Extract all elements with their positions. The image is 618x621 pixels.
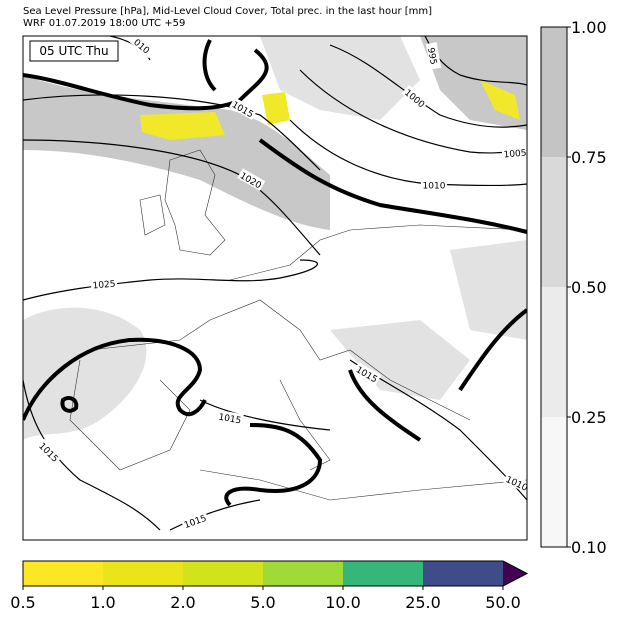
precip-area [140, 112, 225, 140]
colorbar-segment [423, 561, 503, 586]
tick-label: 0.25 [571, 408, 607, 427]
colorbar-segment [541, 27, 567, 157]
frontal-line [60, 396, 79, 413]
coastline [69, 149, 527, 501]
cloud-area [260, 36, 420, 120]
isobar [23, 139, 321, 256]
frontal-line [202, 39, 217, 92]
colorbar-segment [183, 561, 263, 586]
colorbar-segment [343, 561, 423, 586]
colorbar-extend [503, 561, 527, 586]
tick-label: 2.0 [170, 593, 195, 612]
colorbar-segment [103, 561, 183, 586]
tick-label: 10.0 [325, 593, 361, 612]
colorbar-segment [541, 417, 567, 547]
isobar-label-bg [216, 409, 244, 426]
map-frame [22, 35, 528, 541]
cloud-area [450, 240, 527, 340]
tick-label: 0.10 [571, 538, 607, 557]
frontal-line [23, 48, 269, 111]
isobar [169, 499, 261, 531]
isobar-label-bg [128, 36, 156, 59]
tick-label: 50.0 [485, 593, 521, 612]
frontal-line [224, 423, 323, 507]
tick-label: 1.0 [90, 593, 115, 612]
colorbar-frame [22, 560, 529, 587]
tick-label: 0.5 [10, 593, 35, 612]
isobar-label: 1015 [218, 413, 242, 427]
precip-area [262, 92, 290, 125]
isobar-label-bg [501, 145, 527, 160]
colorbar-segment [23, 561, 103, 586]
precip-colorbar: 0.5 1.0 2.0 5.0 10.0 25.0 50.0 [10, 560, 529, 612]
isobar-label-bg [180, 510, 209, 531]
tick-label: 25.0 [405, 593, 441, 612]
isobar-label-bg [421, 179, 447, 190]
isobar-label: 1005 [503, 149, 527, 161]
frontal-line [348, 369, 422, 442]
isobar-label: 1025 [92, 280, 116, 292]
frontal-line [458, 308, 527, 392]
time-box [29, 40, 119, 62]
tick-label: 0.75 [571, 148, 607, 167]
tick-label: 0.50 [571, 278, 607, 297]
isobar-label-bg [237, 168, 266, 191]
isobar-label-bg [353, 362, 382, 385]
frontal-line [258, 138, 527, 234]
cloud-area [330, 320, 470, 400]
isobar-label-bg [229, 97, 258, 120]
title: Sea Level Pressure [hPa], Mid-Level Clou… [23, 6, 432, 17]
isobar [199, 399, 331, 431]
isobar-label-bg [90, 276, 118, 291]
time-label: 05 UTC Thu [39, 44, 108, 58]
isobar-label: 995 [425, 47, 438, 66]
colorbar-segment [541, 287, 567, 417]
isobar-label-bg [425, 42, 442, 70]
colorbar-segment [263, 561, 343, 586]
isobar [23, 379, 161, 531]
tick-label: 5.0 [250, 593, 275, 612]
cloud-colorbar: 0.10 0.25 0.50 0.75 1.00 [540, 18, 607, 557]
subtitle: WRF 01.07.2019 18:00 UTC +59 [23, 18, 185, 29]
frontal-line [23, 337, 207, 421]
isobar-label-bg [401, 85, 429, 111]
isobar [329, 44, 527, 128]
map: 010 9951000100510101015102010251015101510… [23, 36, 527, 540]
cloud-area [23, 75, 330, 230]
colorbar-segment [541, 157, 567, 287]
precip-area [480, 80, 520, 120]
isobar-label-bg [36, 438, 63, 465]
isobar-label: 1010 [423, 182, 446, 192]
tick-label: 1.00 [571, 18, 607, 37]
isobar-label-bg [503, 472, 527, 494]
isobar [23, 259, 319, 301]
